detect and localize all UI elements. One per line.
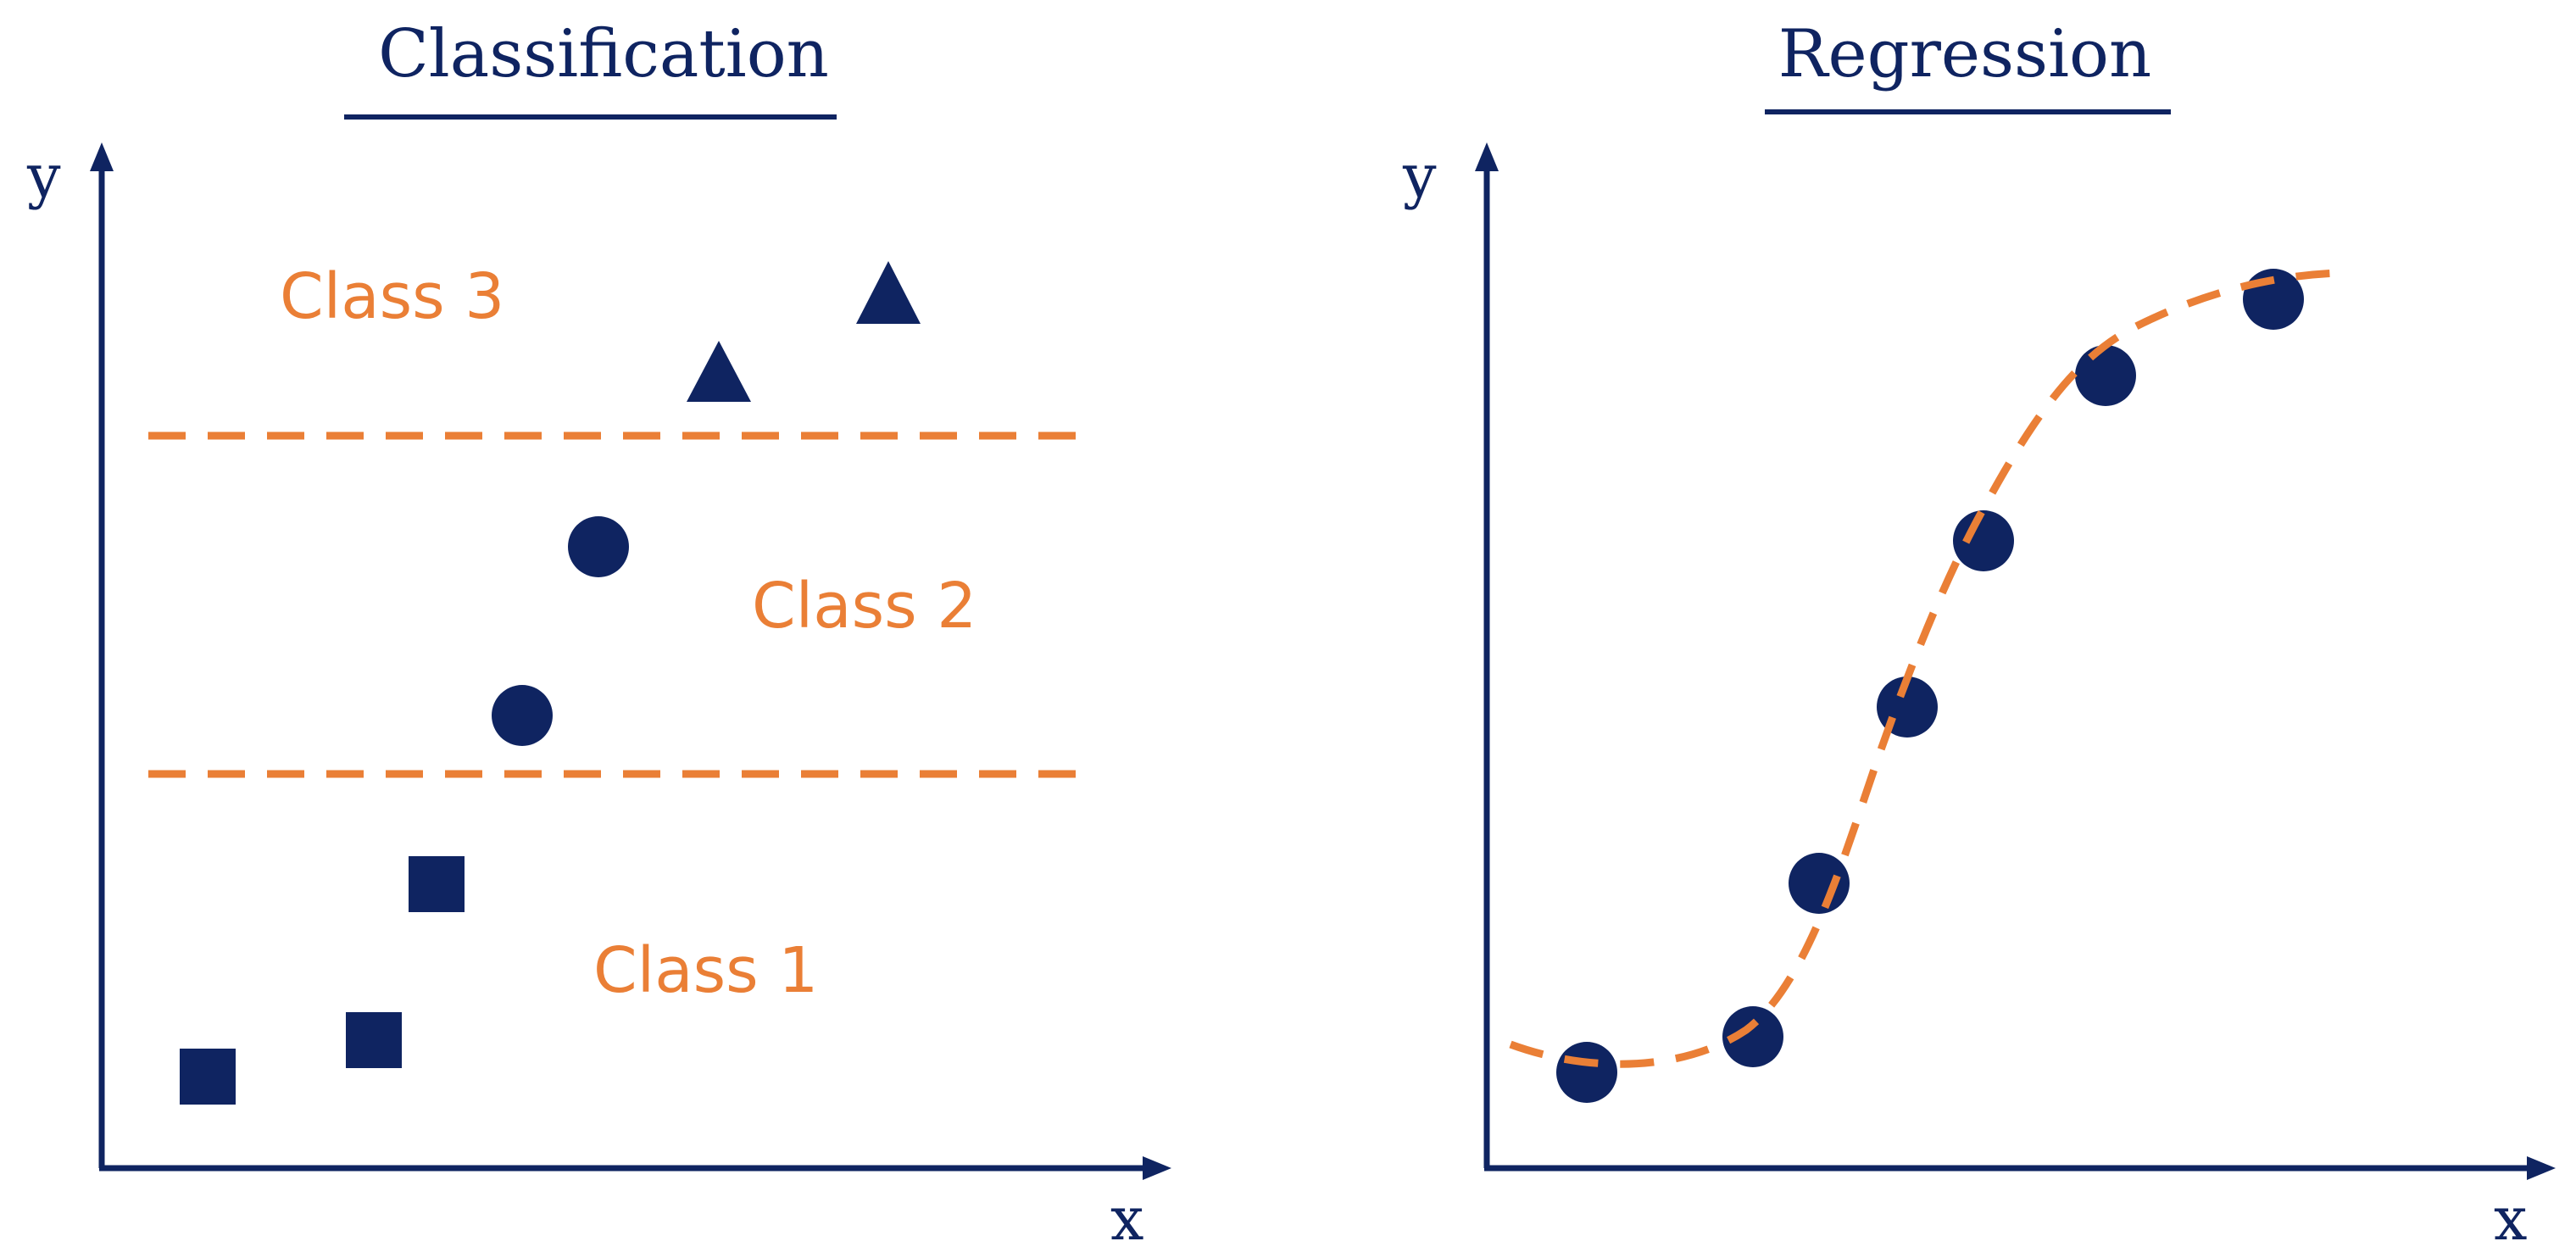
class-1-label: Class 1 bbox=[593, 934, 818, 1007]
regression-x-label: x bbox=[2494, 1184, 2527, 1254]
regression-y-axis-arrow-icon bbox=[1475, 142, 1499, 171]
regression-fit-curve bbox=[1509, 269, 2339, 1068]
class-2-label: Class 2 bbox=[752, 570, 976, 643]
regression-circle-icon bbox=[1789, 853, 1850, 914]
regression-circle-icon bbox=[1556, 1042, 1617, 1103]
class-3-label: Class 3 bbox=[280, 260, 504, 333]
class-2-circle-icon bbox=[568, 516, 629, 577]
classification-y-axis-arrow-icon bbox=[90, 142, 114, 171]
regression-y-label: y bbox=[1402, 142, 1437, 211]
classification-title: Classification bbox=[378, 16, 829, 92]
regression-circle-icon bbox=[1722, 1006, 1783, 1067]
class-1-square-icon bbox=[409, 856, 465, 912]
regression-circle-icon bbox=[2075, 345, 2136, 406]
classification-y-label: y bbox=[26, 142, 61, 211]
class-1-square-icon bbox=[346, 1012, 402, 1068]
class-3-triangle-icon bbox=[687, 341, 751, 402]
classification-x-axis-arrow-icon bbox=[1143, 1156, 1171, 1180]
classification-panel: Classification y x Class 3 Class 2 Class… bbox=[26, 16, 1171, 1254]
classification-x-label: x bbox=[1110, 1184, 1143, 1254]
regression-circle-icon bbox=[1953, 510, 2014, 571]
regression-panel: Regression y x bbox=[1402, 16, 2556, 1254]
regression-x-axis-arrow-icon bbox=[2527, 1156, 2556, 1180]
class-3-triangle-icon bbox=[856, 261, 921, 324]
regression-title: Regression bbox=[1778, 16, 2151, 92]
class-1-square-icon bbox=[180, 1049, 236, 1105]
class-2-circle-icon bbox=[492, 685, 553, 746]
